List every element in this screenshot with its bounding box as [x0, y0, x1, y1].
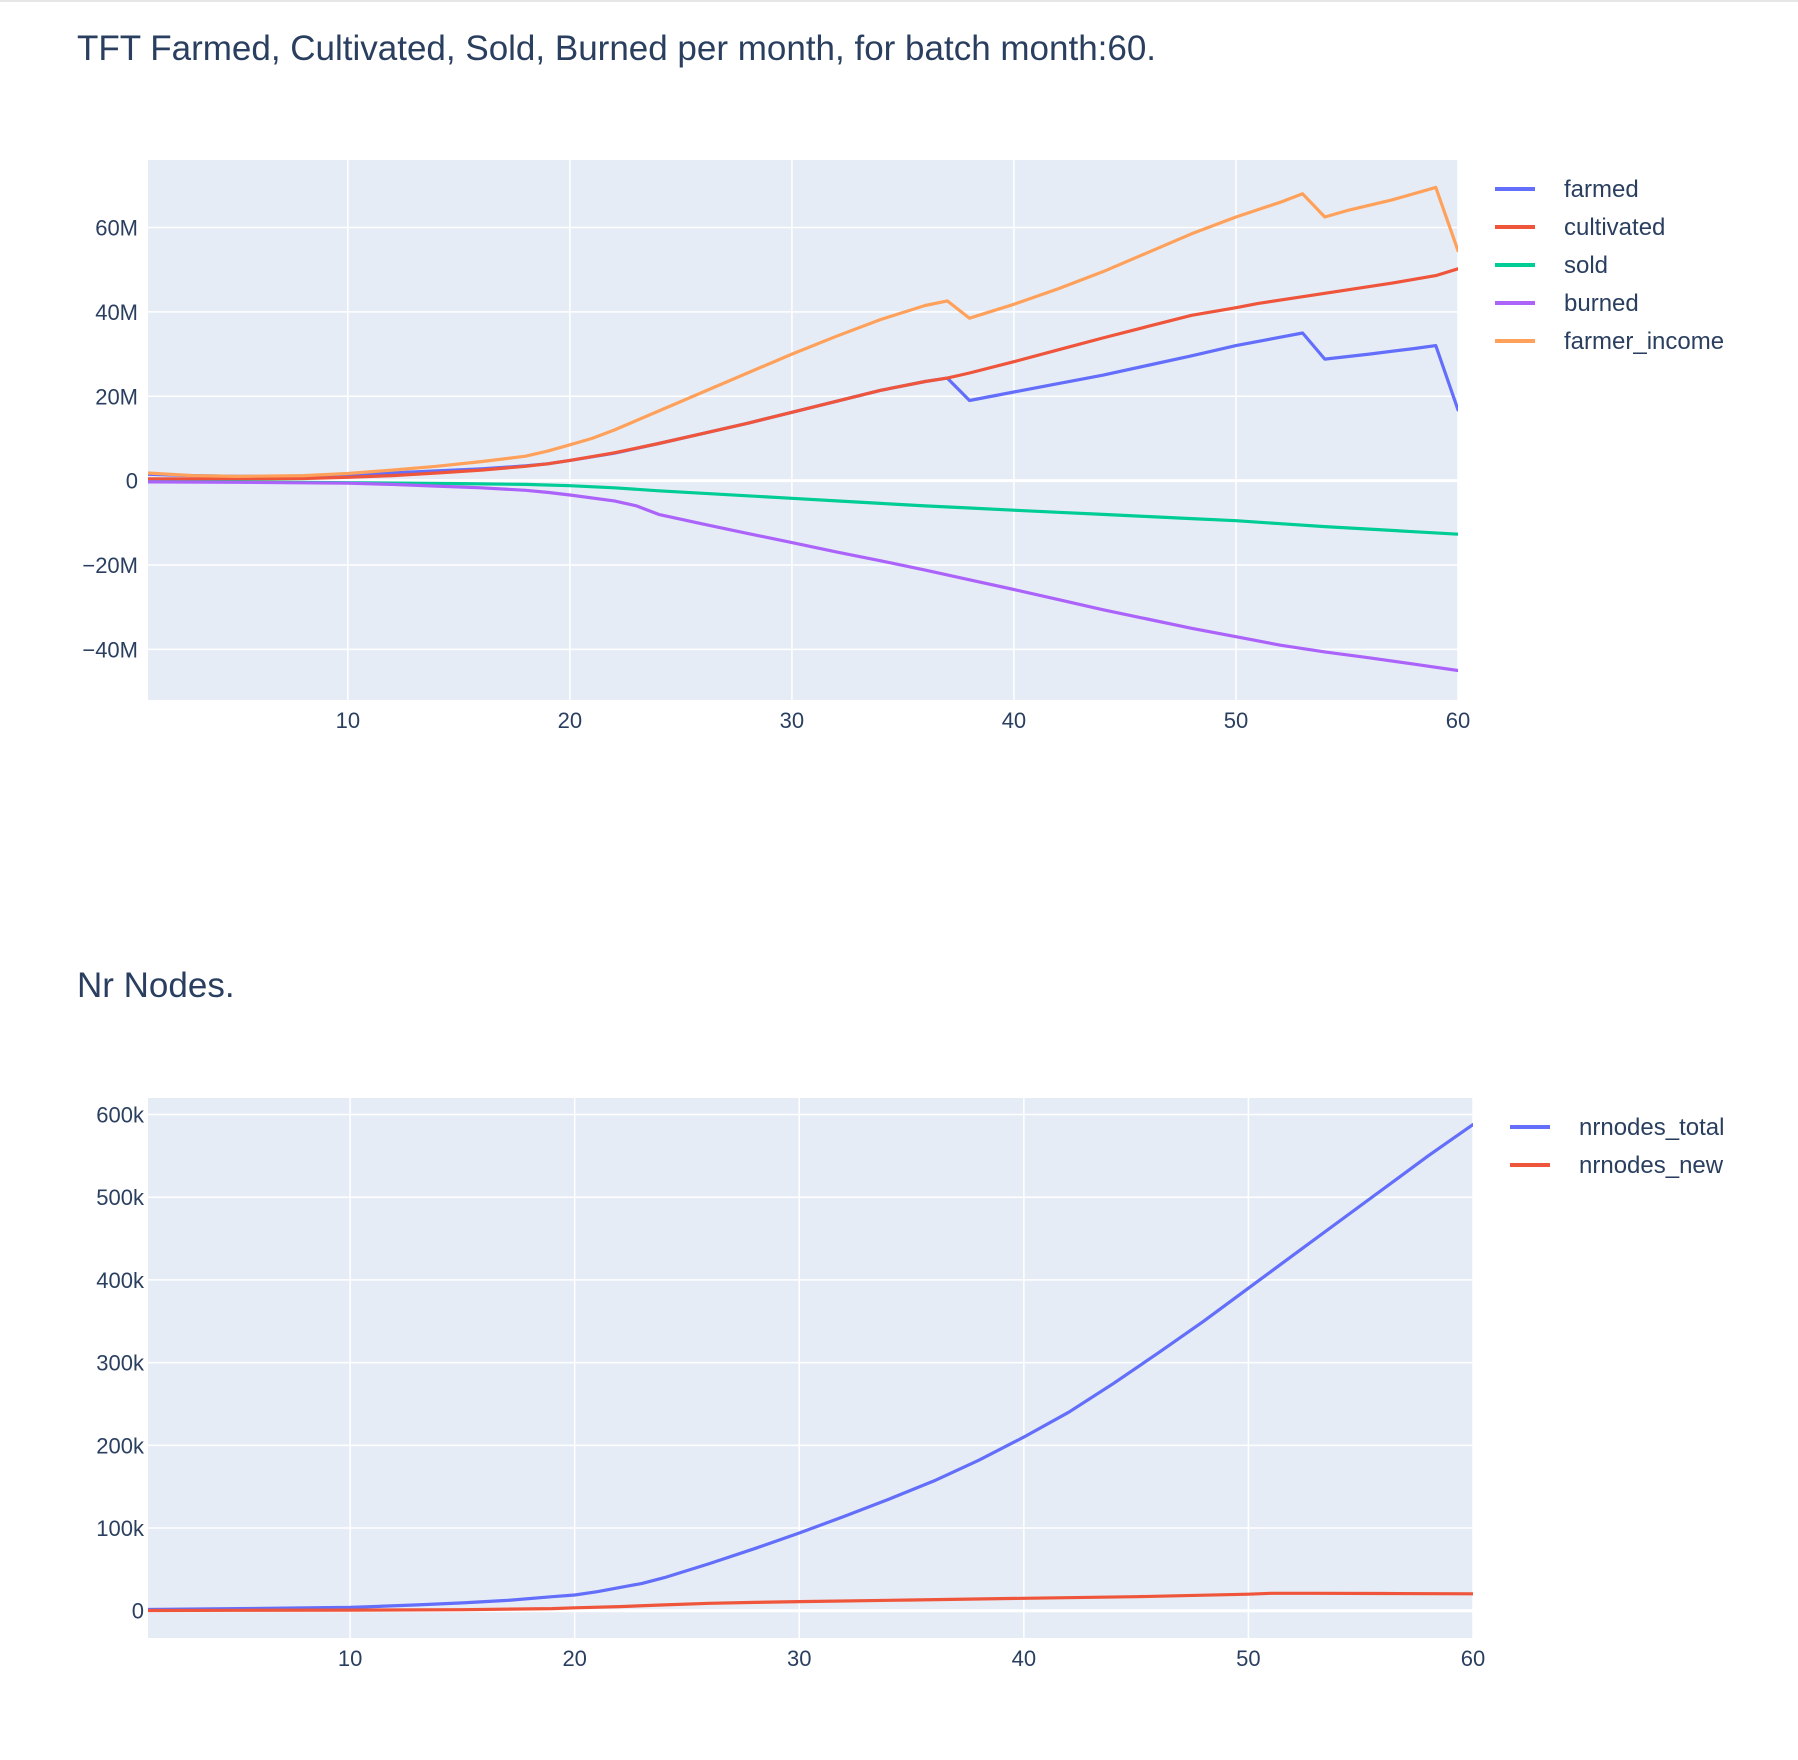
- x-tick-label: 20: [562, 1646, 586, 1671]
- chart-1: TFT Farmed, Cultivated, Sold, Burned per…: [77, 29, 1724, 733]
- legend[interactable]: farmed cultivated sold burned farmer_income: [1495, 176, 1724, 355]
- legend-item-burned[interactable]: burned: [1495, 290, 1639, 317]
- legend-item-cultivated[interactable]: cultivated: [1495, 214, 1665, 241]
- y-tick-label: −20M: [82, 553, 138, 578]
- x-tick-label: 30: [787, 1646, 811, 1671]
- y-tick-label: 500k: [96, 1185, 145, 1210]
- chart-title: Nr Nodes.: [77, 966, 235, 1005]
- series-line-burned: [148, 480, 1458, 673]
- legend-item-farmed[interactable]: farmed: [1495, 176, 1639, 203]
- legend-label: cultivated: [1564, 214, 1665, 241]
- series-line-nrnodes-new: [148, 1591, 1473, 1613]
- y-tick-label: 40M: [95, 300, 138, 325]
- x-tick-label: 40: [1002, 708, 1026, 733]
- plot-area: [148, 1098, 1473, 1638]
- series-line-cultivated: [148, 267, 1458, 481]
- x-tick-label: 10: [338, 1646, 362, 1671]
- x-tick-label: 40: [1012, 1646, 1036, 1671]
- series-line-nrnodes-total: [148, 1122, 1473, 1612]
- chart-title: TFT Farmed, Cultivated, Sold, Burned per…: [77, 29, 1156, 68]
- y-tick-label: 60M: [95, 216, 138, 241]
- series-line-farmer-income: [148, 185, 1458, 478]
- y-tick-label: 0: [132, 1599, 144, 1624]
- y-tick-label: 200k: [96, 1433, 145, 1458]
- y-tick-label: 100k: [96, 1516, 145, 1541]
- series-group: [148, 1122, 1473, 1613]
- plot-area: [148, 160, 1458, 700]
- legend-label: nrnodes_new: [1579, 1152, 1724, 1179]
- y-tick-label: −40M: [82, 637, 138, 662]
- series-group: [148, 185, 1458, 673]
- legend-label: nrnodes_total: [1579, 1114, 1724, 1141]
- top-border: [0, 0, 1798, 2]
- x-tick-label: 60: [1461, 1646, 1485, 1671]
- legend-item-sold[interactable]: sold: [1495, 252, 1608, 279]
- legend[interactable]: nrnodes_total nrnodes_new: [1510, 1114, 1724, 1179]
- x-tick-label: 30: [780, 708, 804, 733]
- y-tick-label: 600k: [96, 1103, 145, 1128]
- x-tick-label: 50: [1224, 708, 1248, 733]
- x-tick-label: 50: [1236, 1646, 1260, 1671]
- legend-label: farmed: [1564, 176, 1639, 203]
- y-tick-label: 300k: [96, 1351, 145, 1376]
- legend-label: burned: [1564, 290, 1639, 317]
- legend-item-farmer-income[interactable]: farmer_income: [1495, 328, 1724, 355]
- series-line-sold: [148, 480, 1458, 536]
- x-tick-label: 60: [1446, 708, 1470, 733]
- legend-item-nrnodes-total[interactable]: nrnodes_total: [1510, 1114, 1724, 1141]
- x-tick-label: 10: [336, 708, 360, 733]
- y-tick-label: 400k: [96, 1268, 145, 1293]
- chart-2: Nr Nodes. 10 20 30 40 50 60 600k 500k 400k 300k 200…: [77, 966, 1724, 1671]
- x-tick-label: 20: [558, 708, 582, 733]
- legend-label: sold: [1564, 252, 1608, 279]
- legend-label: farmer_income: [1564, 328, 1724, 355]
- y-tick-label: 0: [126, 469, 138, 494]
- y-tick-label: 20M: [95, 384, 138, 409]
- legend-item-nrnodes-new[interactable]: nrnodes_new: [1510, 1152, 1724, 1179]
